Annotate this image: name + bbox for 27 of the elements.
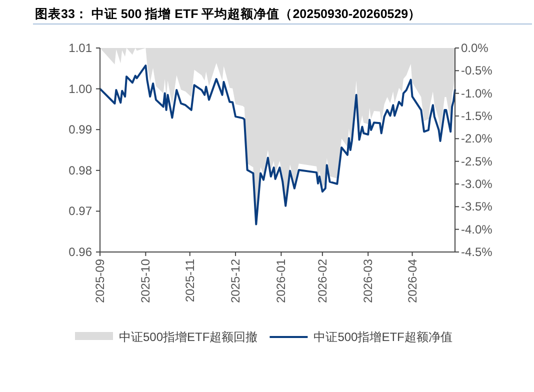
legend-label: 中证500指增ETF超额净值	[314, 330, 452, 344]
x-tick-label: 2026-04	[405, 258, 420, 304]
x-tick-label: 2025-11	[182, 258, 197, 302]
x-tick-label: 2025-12	[228, 258, 243, 304]
y2-tick-label: -1.5%	[461, 109, 493, 123]
y-tick-label: 0.98	[68, 163, 92, 178]
y2-tick-label: -3.5%	[461, 200, 493, 214]
y2-tick-label: -3.0%	[461, 177, 493, 191]
y-tick-label: 0.96	[68, 245, 92, 259]
y2-tick-label: -2.5%	[461, 154, 493, 168]
x-tick-label: 2025-10	[138, 258, 153, 304]
y-tick-label: 1.01	[68, 41, 92, 55]
y2-tick-label: -4.0%	[461, 222, 493, 236]
y2-tick-label: -0.5%	[461, 64, 493, 78]
y-tick-label: 0.97	[68, 204, 92, 218]
y2-tick-label: 0.0%	[461, 41, 489, 55]
legend-label: 中证500指增ETF超额回撤	[119, 330, 258, 344]
y-tick-label: 0.99	[68, 122, 92, 137]
x-tick-label: 2025-09	[93, 258, 107, 304]
x-tick-label: 2026-02	[315, 258, 330, 304]
y2-tick-label: -1.0%	[461, 86, 493, 100]
x-tick-label: 2026-03	[361, 258, 376, 304]
y2-tick-label: -4.5%	[461, 245, 493, 259]
y2-tick-label: -2.0%	[461, 132, 493, 146]
x-tick-label: 2026-01	[274, 258, 288, 304]
chart-title: 图表33： 中证 500 指增 ETF 平均超额净值（20250930-20260529）	[35, 6, 422, 21]
y-tick-label: 1.00	[68, 82, 92, 96]
